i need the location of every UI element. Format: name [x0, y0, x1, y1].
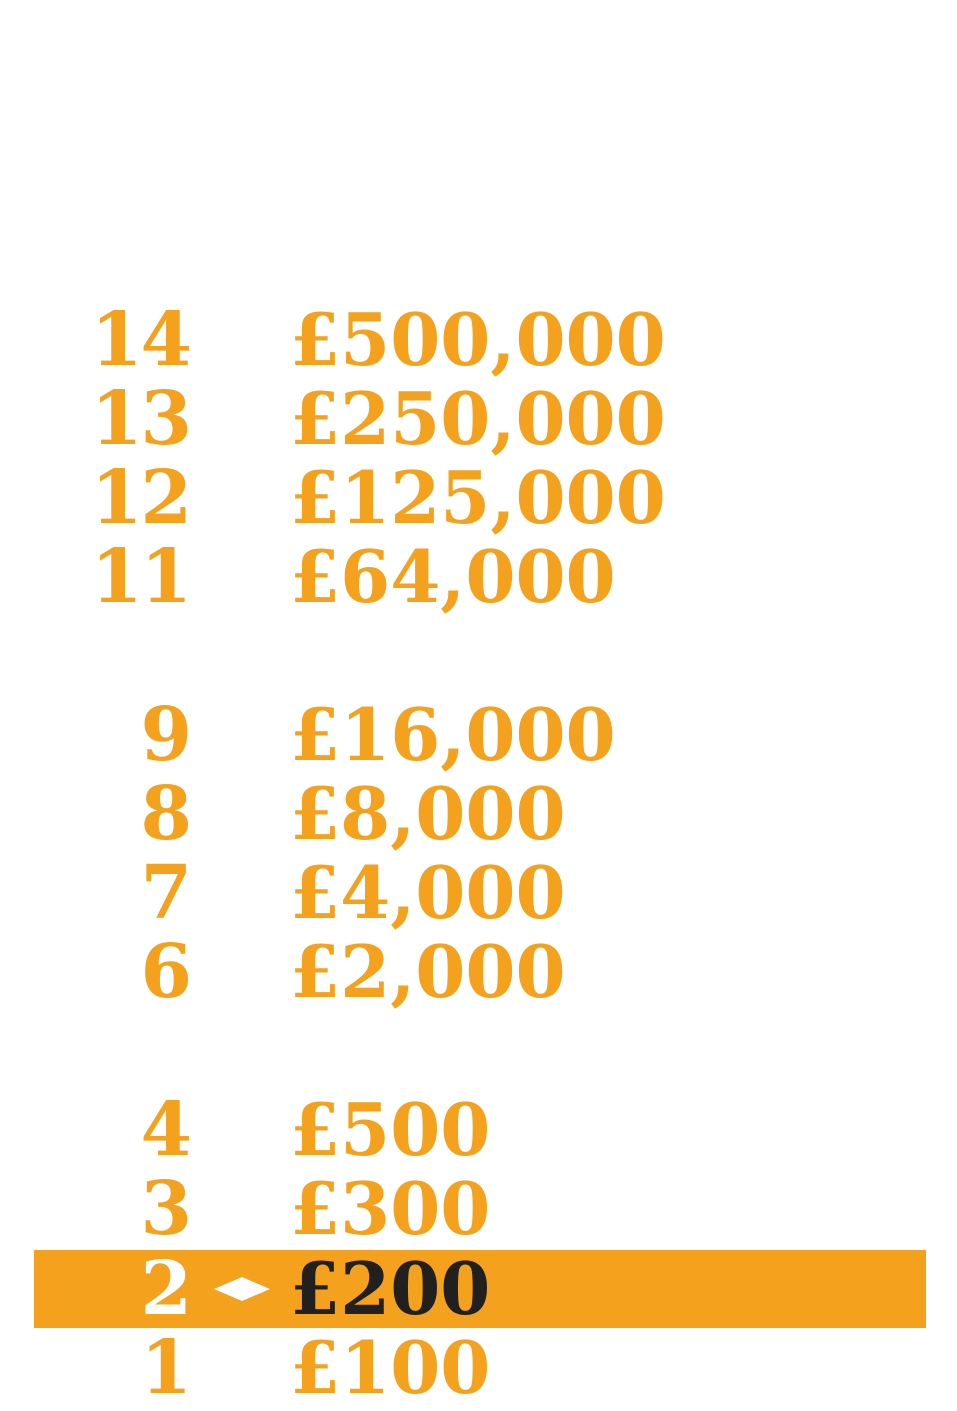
prize-amount: £64,000 [290, 534, 616, 619]
prize-amount: £2,000 [290, 929, 566, 1014]
ladder-rung-3: 3 £300 [34, 1166, 926, 1252]
prize-amount: £200 [290, 1246, 491, 1331]
level-number: 4 [140, 1087, 193, 1173]
level-number: 13 [91, 376, 192, 462]
prize-amount: £500 [290, 1087, 491, 1172]
ladder-rung-11: 11 £64,000 [34, 534, 926, 620]
prize-amount: £100 [290, 1325, 491, 1410]
ladder-rung-4: 4 £500 [34, 1087, 926, 1173]
prize-amount: £250,000 [290, 376, 666, 461]
prize-amount: £125,000 [290, 455, 666, 540]
level-number: 14 [91, 297, 192, 383]
prize-amount: £8,000 [290, 771, 566, 856]
level-number: 8 [140, 771, 193, 857]
ladder-rung-14: 14 £500,000 [34, 297, 926, 383]
ladder-rung-1: 1 £100 [34, 1325, 926, 1411]
prize-amount: £4,000 [290, 850, 566, 935]
level-number: 3 [140, 1166, 193, 1252]
ladder-rung-8: 8 £8,000 [34, 771, 926, 857]
level-number: 6 [140, 929, 193, 1015]
level-number: 11 [91, 534, 192, 620]
level-number: 9 [140, 692, 193, 778]
level-number: 1 [140, 1325, 193, 1411]
prize-amount: £300 [290, 1166, 491, 1251]
ladder-rung-13: 13 £250,000 [34, 376, 926, 462]
prize-amount: £500,000 [290, 297, 666, 382]
level-number: 7 [140, 850, 193, 936]
ladder-rung-2-current: 2 £200 [34, 1250, 926, 1328]
ladder-rung-12: 12 £125,000 [34, 455, 926, 541]
level-number: 12 [91, 455, 192, 541]
diamond-icon [214, 1277, 270, 1301]
ladder-rung-6: 6 £2,000 [34, 929, 926, 1015]
ladder-rung-7: 7 £4,000 [34, 850, 926, 936]
level-number: 2 [140, 1246, 193, 1332]
ladder-rung-9: 9 £16,000 [34, 692, 926, 778]
prize-amount: £16,000 [290, 692, 616, 777]
